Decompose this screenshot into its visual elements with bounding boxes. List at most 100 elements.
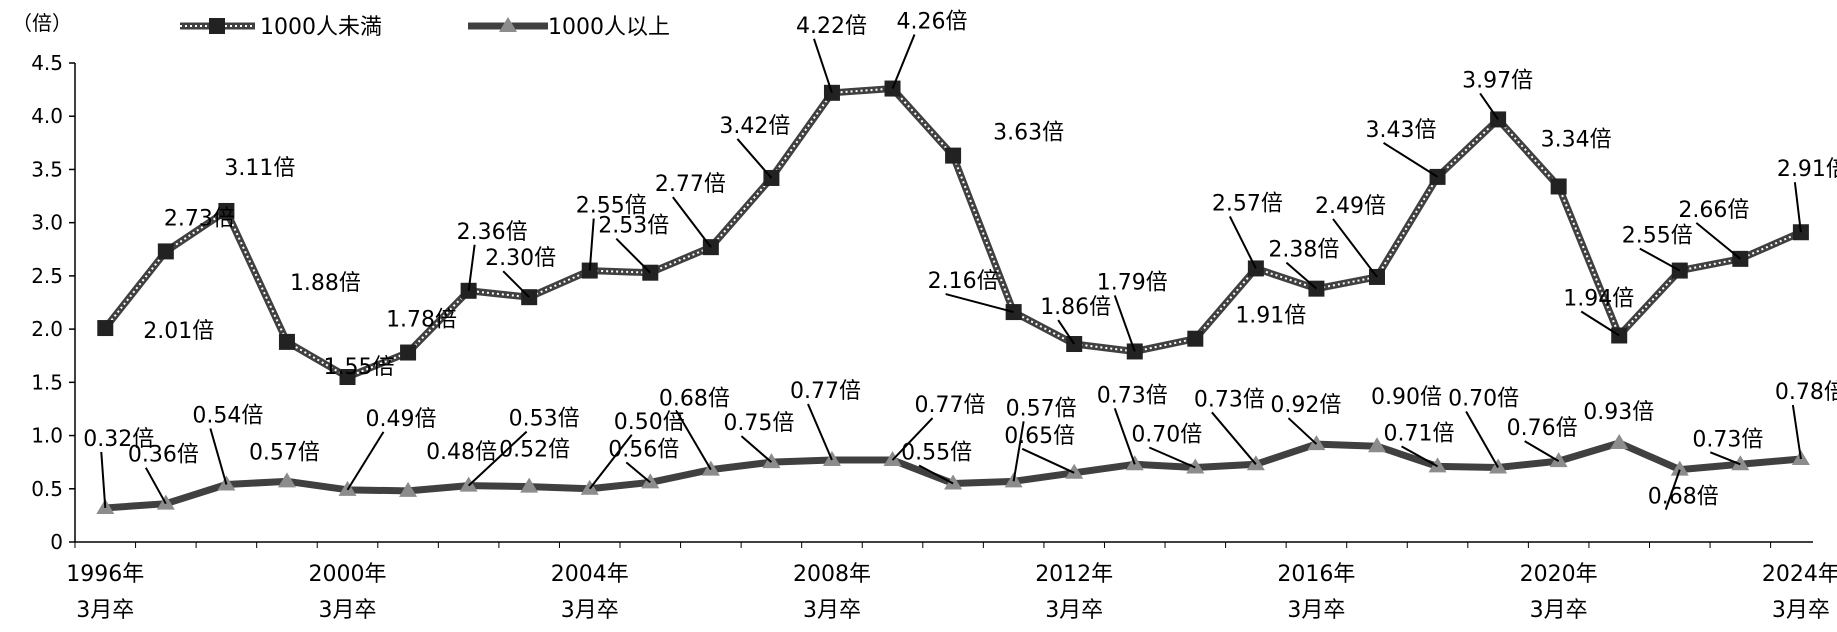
point-1000-under	[1550, 178, 1567, 195]
x-tick-label-year: 2020年	[1520, 562, 1598, 587]
point-1000-over	[399, 481, 418, 497]
data-label: 0.71倍	[1384, 421, 1455, 446]
point-1000-over	[883, 451, 902, 467]
series-line-dots-0	[104, 87, 1802, 379]
leader-line	[144, 467, 167, 505]
data-label: 2.73倍	[164, 206, 235, 231]
leader-line	[588, 218, 595, 271]
data-label: 2.66倍	[1678, 198, 1749, 223]
point-1000-under	[400, 344, 417, 361]
data-label: 1.88倍	[290, 271, 361, 296]
x-tick-label-year: 2024年	[1762, 562, 1837, 587]
point-1000-under	[157, 243, 174, 260]
leader-line	[1639, 247, 1681, 272]
leader-line	[1401, 445, 1439, 468]
data-label: 2.55倍	[576, 194, 647, 219]
leader-line	[1287, 417, 1318, 445]
y-tick-label: 3.0	[31, 211, 63, 235]
data-label: 0.57倍	[249, 440, 320, 465]
point-1000-over	[277, 472, 296, 488]
data-label: 0.54倍	[192, 404, 263, 429]
data-label: 2.77倍	[655, 172, 726, 197]
leader-line	[209, 428, 228, 485]
x-tick-label-grad: 3月卒	[1772, 598, 1830, 623]
leader-line	[1021, 447, 1075, 474]
data-label: 0.55倍	[901, 440, 972, 465]
leader-line	[675, 411, 712, 471]
data-label: 2.55倍	[1622, 224, 1693, 249]
leader-line	[1148, 446, 1196, 469]
leader-line	[1524, 440, 1560, 462]
y-tick-label: 1.0	[31, 424, 63, 448]
y-axis-unit: （倍）	[12, 11, 72, 35]
point-1000-under	[1187, 330, 1204, 347]
data-label: 0.68倍	[659, 387, 730, 412]
data-label: 4.26倍	[897, 10, 968, 35]
data-label: 0.48倍	[426, 440, 497, 465]
leader-line	[346, 431, 385, 491]
leader-line	[736, 138, 773, 179]
point-1000-under	[278, 333, 295, 350]
data-label: 0.78倍	[1775, 380, 1837, 405]
leader-line	[1332, 218, 1378, 278]
y-tick-label: 4.5	[31, 51, 63, 75]
leader-line	[918, 464, 954, 485]
x-tick-label-grad: 3月卒	[76, 598, 134, 623]
data-label: 1.94倍	[1563, 286, 1634, 311]
x-tick-label-grad: 3月卒	[803, 598, 861, 623]
point-1000-under	[97, 320, 114, 337]
x-tick-label-grad: 3月卒	[1287, 598, 1345, 623]
point-1000-over	[1307, 435, 1326, 451]
leader-line	[615, 237, 652, 274]
y-tick-label: 2.5	[31, 264, 63, 288]
data-label: 3.97倍	[1462, 68, 1533, 93]
data-label: 0.32倍	[83, 427, 154, 452]
data-label: 1.86倍	[1040, 295, 1111, 320]
point-1000-under	[218, 202, 235, 219]
data-label: 4.22倍	[796, 14, 867, 39]
leader-line	[891, 417, 934, 461]
data-label: 3.43倍	[1366, 118, 1437, 143]
data-label: 3.34倍	[1541, 127, 1612, 152]
data-label: 1.79倍	[1097, 270, 1168, 295]
leader-line	[1580, 310, 1620, 337]
data-label: 0.93倍	[1583, 400, 1654, 425]
leader-line	[467, 430, 528, 487]
y-tick-label: 0	[50, 530, 63, 554]
x-tick-label-year: 2008年	[793, 562, 871, 587]
x-tick-label-grad: 3月卒	[1045, 598, 1103, 623]
y-tick-label: 3.5	[31, 157, 63, 181]
leader-line	[1664, 469, 1681, 510]
leader-line	[945, 293, 1014, 314]
data-label: 2.49倍	[1315, 194, 1386, 219]
point-1000-over	[1670, 460, 1689, 476]
leader-line	[1211, 411, 1257, 465]
data-label: 1.55倍	[324, 355, 395, 380]
point-1000-over	[1549, 452, 1568, 468]
leader-line	[891, 34, 916, 89]
x-tick-label-grad: 3月卒	[561, 598, 619, 623]
data-label: 3.11倍	[224, 156, 295, 181]
leader-line	[1057, 319, 1076, 345]
point-1000-over	[944, 474, 963, 490]
data-label: 0.53倍	[509, 407, 580, 432]
legend-square-marker	[209, 18, 225, 34]
data-label: 1.91倍	[1235, 304, 1306, 329]
leader-line	[1695, 222, 1741, 260]
point-1000-over	[1428, 457, 1447, 473]
series-layer	[96, 80, 1810, 514]
y-tick-label: 1.5	[31, 370, 63, 394]
data-label: 0.56倍	[608, 437, 679, 462]
leader-line	[672, 196, 712, 248]
leader-line	[1285, 261, 1318, 290]
x-tick-label-year: 1996年	[66, 562, 144, 587]
x-tick-label-year: 2016年	[1277, 562, 1355, 587]
data-label: 0.57倍	[1006, 396, 1077, 421]
leader-line	[625, 461, 651, 484]
data-label: 0.70倍	[1448, 386, 1519, 411]
point-1000-over	[459, 476, 478, 492]
data-label: 3.63倍	[993, 121, 1064, 146]
data-label: 0.50倍	[614, 410, 685, 435]
leader-line	[1012, 421, 1025, 482]
point-1000-over	[520, 477, 539, 493]
